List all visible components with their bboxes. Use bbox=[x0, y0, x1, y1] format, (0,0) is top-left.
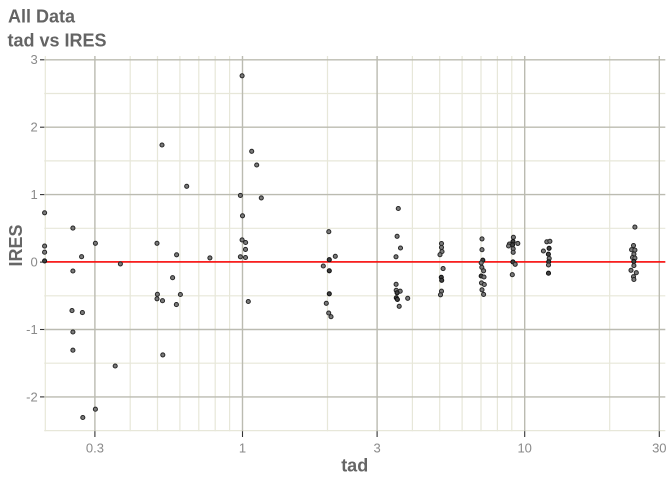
svg-text:30: 30 bbox=[652, 440, 666, 455]
svg-text:tad vs IRES: tad vs IRES bbox=[8, 30, 107, 50]
svg-text:0.3: 0.3 bbox=[86, 440, 104, 455]
svg-text:-1: -1 bbox=[26, 322, 38, 337]
svg-text:All Data: All Data bbox=[8, 6, 76, 26]
svg-text:tad: tad bbox=[341, 456, 368, 476]
svg-text:1: 1 bbox=[239, 440, 246, 455]
svg-text:3: 3 bbox=[373, 440, 380, 455]
svg-text:3: 3 bbox=[30, 52, 37, 67]
svg-text:IRES: IRES bbox=[6, 224, 26, 266]
svg-text:10: 10 bbox=[517, 440, 531, 455]
svg-text:-2: -2 bbox=[26, 389, 38, 404]
svg-text:0: 0 bbox=[30, 254, 37, 269]
svg-text:2: 2 bbox=[30, 120, 37, 135]
svg-text:1: 1 bbox=[30, 187, 37, 202]
